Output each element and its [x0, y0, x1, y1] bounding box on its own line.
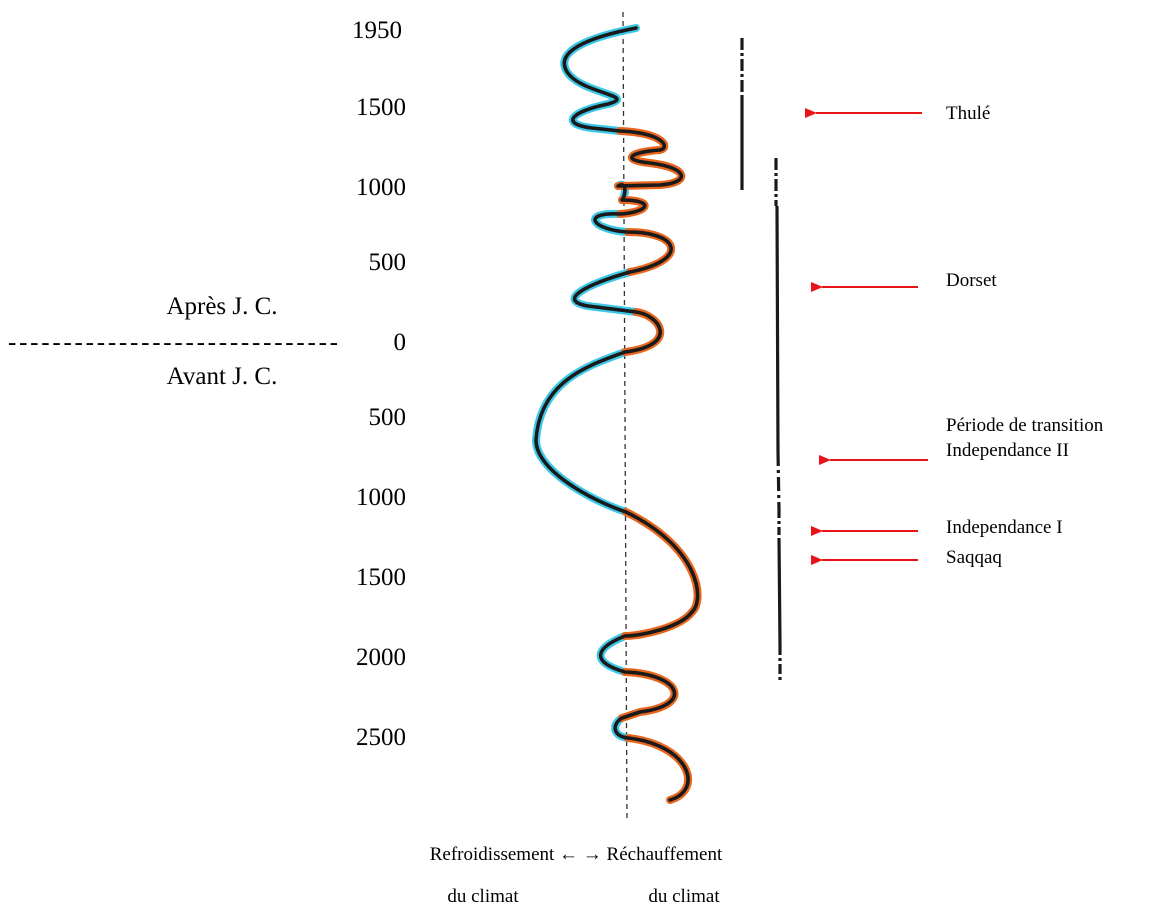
- era-labels: Après J. C. ----------------------------…: [8, 293, 338, 390]
- climate-curve: [532, 24, 702, 804]
- climate-caption: Refroidissement ← → Réchauffement du cli…: [430, 844, 723, 907]
- culture-arrows: [805, 108, 928, 565]
- time-label-1500-bc: 1500: [356, 564, 406, 591]
- transition-bar: [776, 451, 781, 511]
- time-label-500-bc: 500: [369, 404, 407, 431]
- time-label-0: 0: [394, 329, 407, 356]
- caption-cooling: du climat: [447, 886, 519, 907]
- time-label-1000-bc: 1000: [356, 484, 406, 511]
- time-label-1950: 1950: [352, 17, 402, 44]
- time-label-1500-ad: 1500: [356, 94, 406, 121]
- culture-label-independence-ii: Independance II: [946, 440, 1069, 461]
- culture-label-dorset: Dorset: [946, 270, 997, 291]
- culture-label-transition: Période de transition: [946, 415, 1104, 436]
- saqqaq-bar: [777, 537, 782, 646]
- era-before-label: Avant J. C.: [167, 363, 278, 390]
- climate-line: [534, 26, 700, 802]
- culture-label-saqqaq: Saqqaq: [946, 547, 1002, 568]
- era-after-label: Après J. C.: [166, 293, 277, 320]
- time-label-1000-ad: 1000: [356, 174, 406, 201]
- caption-direction: Refroidissement ← → Réchauffement: [430, 844, 723, 865]
- culture-labels: Thulé Dorset Période de transition Indep…: [946, 103, 1104, 568]
- dorset-bar: [775, 205, 780, 453]
- era-divider: ------------------------------: [8, 329, 338, 356]
- time-label-2000-bc: 2000: [356, 644, 406, 671]
- culture-bars: [740, 38, 782, 680]
- time-label-500-ad: 500: [369, 249, 407, 276]
- caption-warming: du climat: [648, 886, 720, 907]
- culture-label-independence-i: Independance I: [946, 517, 1063, 538]
- time-axis: 1950 1500 1000 500 0 500 1000 1500 2000 …: [352, 17, 406, 751]
- climate-baseline: [622, 11, 628, 823]
- time-label-2500-bc: 2500: [356, 724, 406, 751]
- culture-label-thule: Thulé: [946, 103, 990, 124]
